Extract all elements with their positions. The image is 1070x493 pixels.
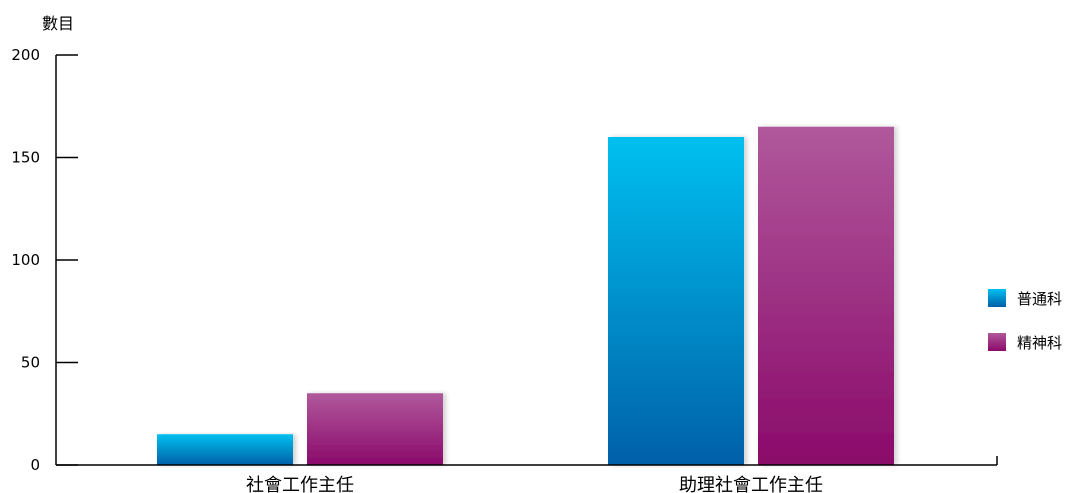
y-tick-label: 100 [11,251,40,269]
y-tick-label: 50 [21,354,40,372]
bar [758,126,894,465]
legend-label: 普通科 [1017,290,1062,308]
x-axis-labels: 社會工作主任 助理社會工作主任 [246,475,823,493]
bar [307,393,443,465]
y-tick-label: 0 [30,456,40,474]
legend-swatch [988,289,1006,307]
x-category-label: 助理社會工作主任 [679,475,823,493]
x-category-label: 社會工作主任 [246,475,354,493]
y-axis-ticks: 0 50 100 150 200 [11,46,78,474]
y-tick-label: 150 [11,149,40,167]
legend-swatch [988,333,1006,351]
bar [608,137,744,465]
legend-label: 精神科 [1017,334,1062,352]
plot-area [157,126,894,465]
bar [157,434,293,465]
y-tick-label: 200 [11,46,40,64]
y-axis-title: 數目 [42,14,74,33]
